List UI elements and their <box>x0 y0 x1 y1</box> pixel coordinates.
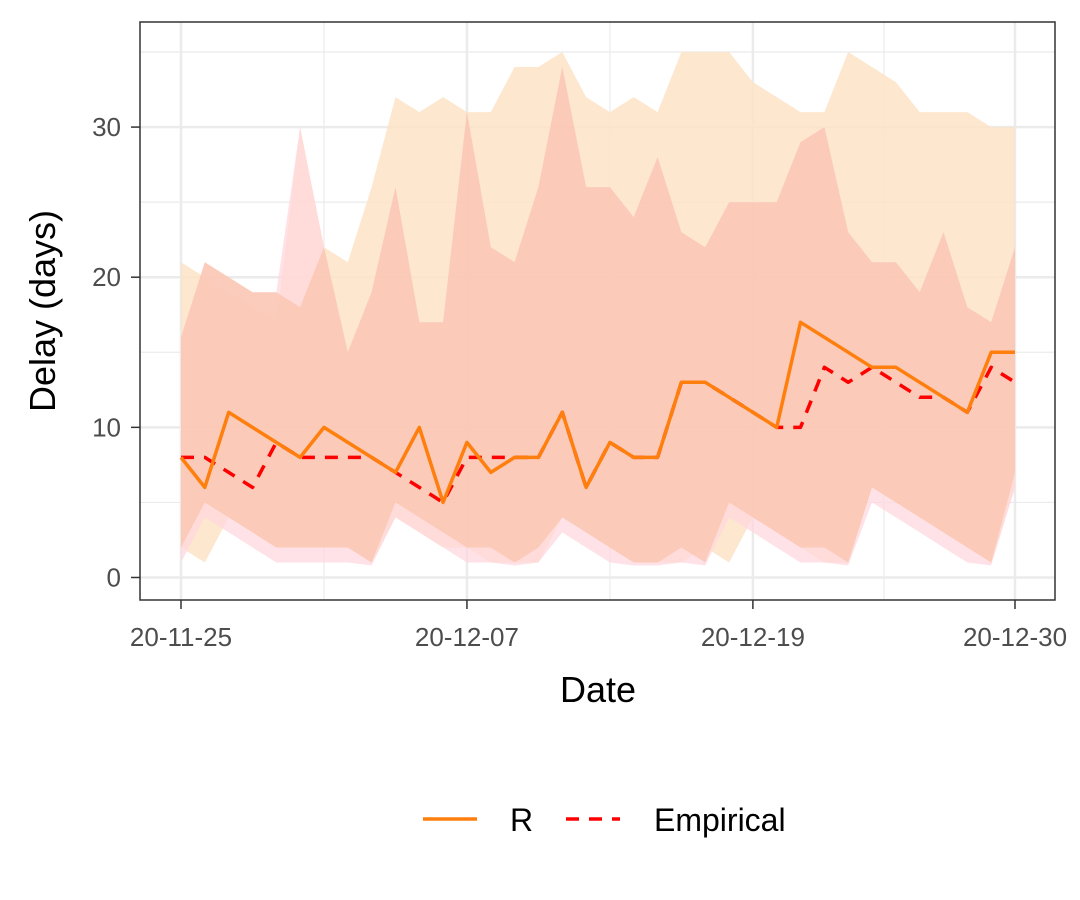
plot-area <box>139 21 1056 601</box>
series-lines <box>179 320 1016 505</box>
x-tick-label: 20-12-30 <box>963 622 1067 652</box>
legend-label-empirical: Empirical <box>654 802 786 838</box>
ribbon-r-inner <box>181 67 1015 563</box>
y-tick-label: 30 <box>92 112 121 142</box>
y-tick-label: 0 <box>107 562 121 592</box>
x-tick-label: 20-11-25 <box>130 622 232 652</box>
plot-border <box>139 21 1056 601</box>
ribbons <box>181 52 1015 566</box>
y-axis-title: Delay (days) <box>22 210 63 412</box>
series-line-r <box>179 320 1015 505</box>
legend-label-r: R <box>510 802 533 838</box>
x-axis-title: Date <box>560 669 636 710</box>
y-axis: 0 10 20 30 <box>92 112 140 592</box>
x-axis: 20-11-25 20-12-07 20-12-19 20-12-30 <box>130 600 1067 652</box>
y-tick-label: 10 <box>92 412 121 442</box>
y-tick-label: 20 <box>92 262 121 292</box>
x-tick-label: 20-12-07 <box>415 622 519 652</box>
x-tick-label: 20-12-19 <box>701 622 805 652</box>
legend: R Empirical <box>423 802 786 838</box>
